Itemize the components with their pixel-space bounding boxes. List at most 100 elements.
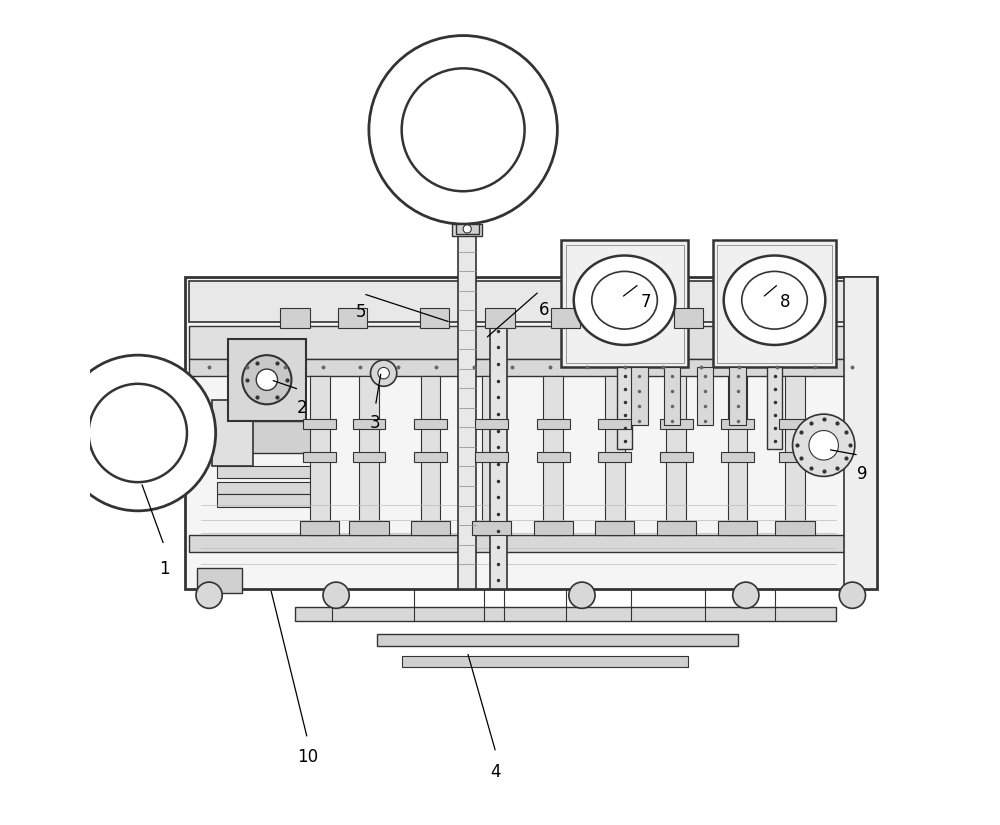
Bar xyxy=(295,606,836,621)
Bar xyxy=(728,375,747,535)
Ellipse shape xyxy=(592,271,657,329)
Bar xyxy=(543,375,563,535)
Bar xyxy=(729,367,746,425)
Bar xyxy=(660,419,693,429)
Bar xyxy=(657,521,696,535)
Bar xyxy=(472,521,511,535)
Bar xyxy=(713,240,836,367)
Bar xyxy=(721,452,754,462)
Bar xyxy=(377,634,738,646)
Bar xyxy=(561,240,688,367)
Bar xyxy=(631,367,648,425)
Bar xyxy=(551,308,580,328)
Bar xyxy=(217,494,312,507)
Bar xyxy=(490,318,507,589)
Bar xyxy=(534,521,573,535)
Bar xyxy=(349,521,389,535)
Bar xyxy=(779,452,811,462)
Bar xyxy=(421,375,440,535)
Text: 2: 2 xyxy=(296,399,307,417)
Bar xyxy=(458,224,476,589)
Bar xyxy=(844,277,877,589)
Bar xyxy=(217,466,312,478)
Bar xyxy=(189,327,873,359)
Circle shape xyxy=(60,355,216,511)
Bar xyxy=(338,308,367,328)
Bar xyxy=(197,568,242,593)
Bar xyxy=(537,452,570,462)
Bar xyxy=(660,452,693,462)
Bar xyxy=(217,482,312,494)
Bar xyxy=(456,224,479,233)
Bar xyxy=(475,419,508,429)
Text: 3: 3 xyxy=(370,414,381,432)
Bar xyxy=(566,244,684,363)
Circle shape xyxy=(793,414,855,476)
Circle shape xyxy=(196,582,222,608)
Bar xyxy=(485,308,515,328)
Bar xyxy=(775,521,815,535)
Circle shape xyxy=(839,582,865,608)
Circle shape xyxy=(809,431,838,460)
Circle shape xyxy=(733,582,759,608)
Bar xyxy=(420,308,449,328)
Text: 8: 8 xyxy=(780,293,791,311)
Circle shape xyxy=(369,35,557,224)
Bar xyxy=(605,375,625,535)
Bar xyxy=(414,419,447,429)
Bar xyxy=(779,419,811,429)
Bar xyxy=(300,521,339,535)
Circle shape xyxy=(371,360,397,386)
Bar xyxy=(718,521,757,535)
Bar xyxy=(217,421,312,454)
Bar xyxy=(674,308,703,328)
Bar xyxy=(185,277,877,589)
Text: 9: 9 xyxy=(857,465,867,483)
Bar xyxy=(303,452,336,462)
Ellipse shape xyxy=(574,256,675,345)
Circle shape xyxy=(569,582,595,608)
Bar xyxy=(411,521,450,535)
Bar xyxy=(717,244,832,363)
Bar xyxy=(617,367,632,450)
Circle shape xyxy=(242,355,291,404)
Bar xyxy=(697,367,713,425)
Text: 1: 1 xyxy=(159,560,169,578)
Bar xyxy=(228,339,306,421)
Bar xyxy=(303,419,336,429)
Circle shape xyxy=(323,582,349,608)
Bar xyxy=(475,452,508,462)
Bar xyxy=(452,224,482,236)
Circle shape xyxy=(256,369,278,390)
Bar xyxy=(189,535,873,552)
Bar xyxy=(189,359,873,375)
Circle shape xyxy=(463,225,471,233)
Circle shape xyxy=(402,68,525,191)
Ellipse shape xyxy=(742,271,807,329)
Bar xyxy=(595,521,634,535)
Bar xyxy=(785,375,805,535)
Bar xyxy=(414,452,447,462)
Bar xyxy=(767,367,782,450)
Circle shape xyxy=(378,367,389,379)
Bar xyxy=(359,375,379,535)
Bar xyxy=(310,375,330,535)
Bar xyxy=(280,308,310,328)
Circle shape xyxy=(89,384,187,482)
Bar xyxy=(739,308,769,328)
Text: 5: 5 xyxy=(355,303,366,321)
Bar xyxy=(212,400,253,466)
Bar xyxy=(482,375,502,535)
Bar xyxy=(402,656,688,667)
Bar xyxy=(664,367,680,425)
Bar xyxy=(598,452,631,462)
Bar xyxy=(352,419,385,429)
Bar xyxy=(598,419,631,429)
Bar xyxy=(721,419,754,429)
Text: 6: 6 xyxy=(539,301,550,319)
Text: 10: 10 xyxy=(297,748,318,766)
Bar xyxy=(616,308,646,328)
Bar xyxy=(537,419,570,429)
Bar xyxy=(666,375,686,535)
Bar xyxy=(189,281,873,323)
